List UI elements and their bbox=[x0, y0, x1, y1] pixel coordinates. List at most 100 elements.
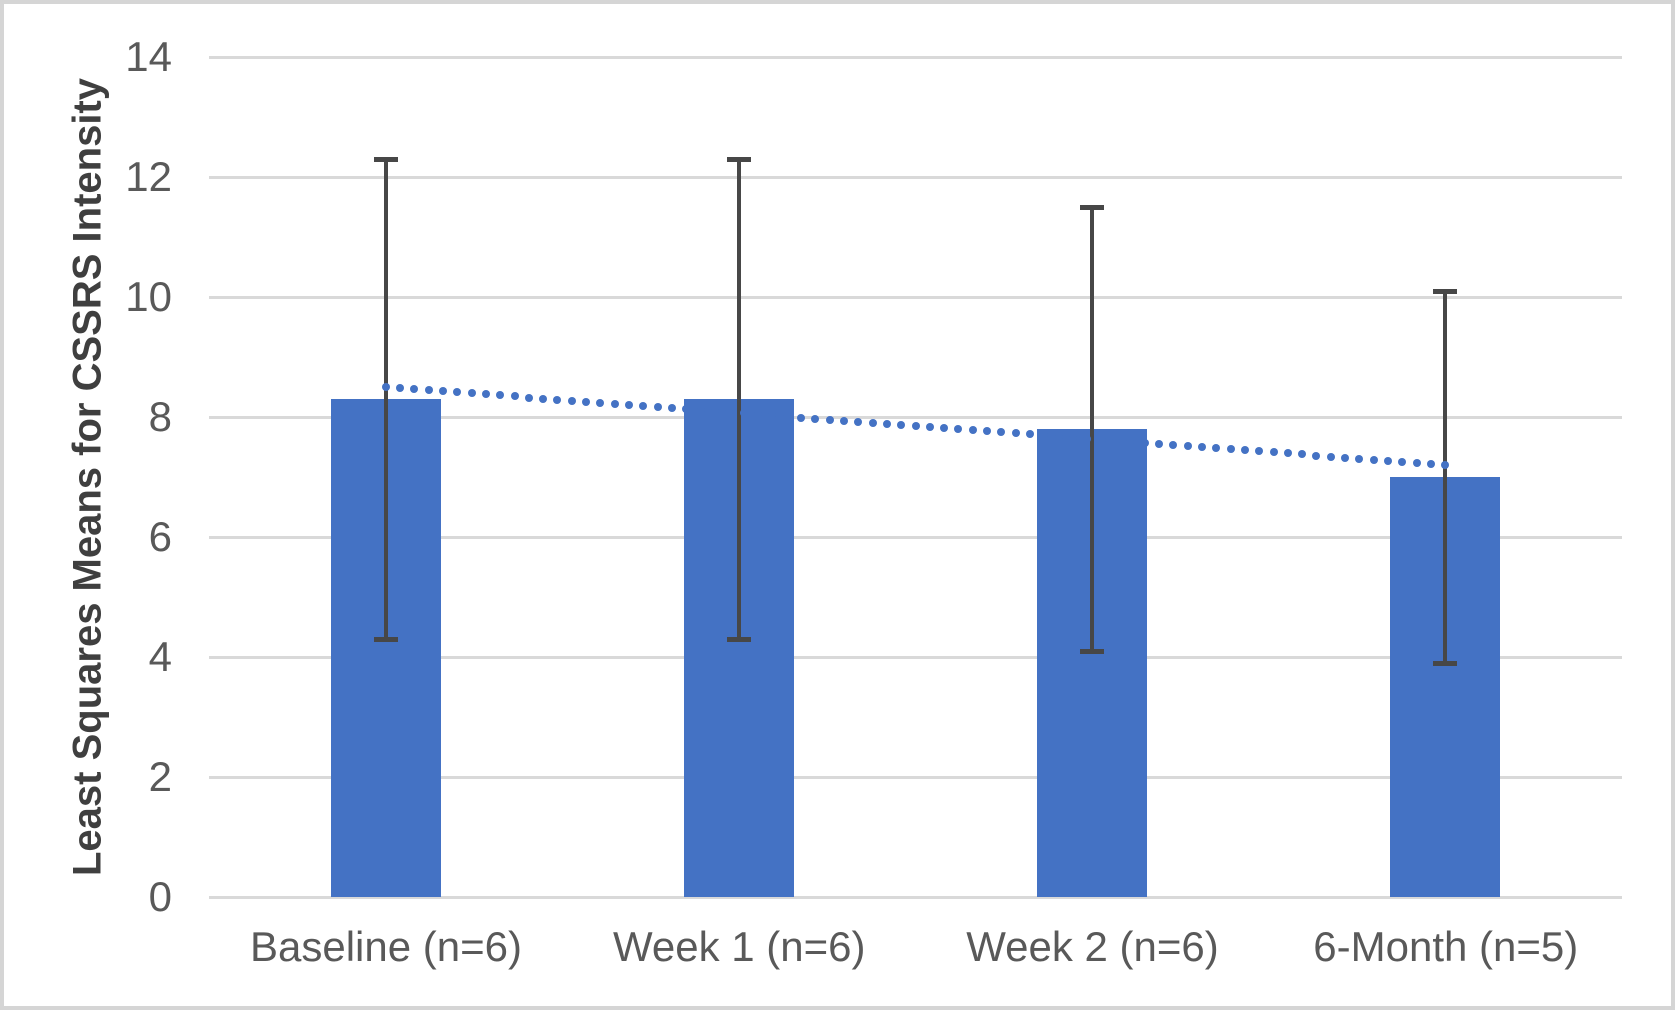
gridline bbox=[209, 415, 1622, 419]
trend-dot bbox=[467, 389, 476, 398]
trend-dot bbox=[682, 405, 691, 414]
trend-dot bbox=[1111, 436, 1120, 445]
error-bar-cap-bottom bbox=[1080, 648, 1105, 654]
trend-dot bbox=[1326, 452, 1335, 461]
error-bar-line bbox=[1443, 291, 1448, 663]
trend-dot bbox=[410, 385, 419, 394]
trend-dot bbox=[381, 383, 390, 391]
trend-dot bbox=[711, 407, 719, 416]
trend-dot bbox=[1097, 435, 1106, 444]
trend-dot bbox=[1169, 440, 1178, 449]
trend-dot bbox=[1312, 451, 1321, 460]
trend-dot bbox=[782, 412, 791, 421]
error-bar-cap-bottom bbox=[726, 636, 751, 642]
y-tick-label: 6 bbox=[148, 513, 172, 560]
trend-dot bbox=[854, 417, 863, 426]
trend-dot bbox=[610, 399, 619, 408]
trend-dot bbox=[925, 423, 934, 432]
trend-dot bbox=[524, 393, 533, 402]
trend-dot bbox=[1226, 445, 1235, 454]
trend-dot bbox=[1441, 461, 1450, 469]
y-tick-label: 8 bbox=[148, 393, 172, 440]
trend-dot bbox=[882, 419, 891, 428]
trend-dot bbox=[897, 420, 906, 429]
y-tick-label: 2 bbox=[148, 753, 172, 800]
trend-dot bbox=[696, 406, 705, 415]
trend-dot bbox=[1369, 455, 1378, 464]
trend-dot bbox=[567, 396, 576, 405]
gridline bbox=[209, 535, 1622, 539]
trend-dot bbox=[940, 424, 949, 433]
trend-dot bbox=[1269, 448, 1278, 457]
y-tick-label: 10 bbox=[125, 273, 172, 320]
trend-dot bbox=[954, 425, 963, 434]
trend-dot bbox=[753, 410, 762, 419]
gridline bbox=[209, 295, 1622, 299]
trend-dot bbox=[811, 414, 820, 423]
trend-dot bbox=[481, 390, 490, 399]
error-bar-cap-top bbox=[1080, 204, 1105, 210]
trend-dot bbox=[768, 411, 777, 420]
trend-dot bbox=[1183, 442, 1192, 451]
trend-dot bbox=[553, 395, 562, 404]
trend-dot bbox=[1355, 454, 1364, 463]
trend-dot bbox=[1069, 433, 1078, 442]
trend-dot bbox=[868, 418, 877, 427]
trend-dot bbox=[1140, 438, 1149, 447]
gridline bbox=[209, 775, 1622, 779]
trend-dot bbox=[582, 397, 591, 406]
trend-dot bbox=[1255, 447, 1264, 456]
trend-dot bbox=[739, 409, 748, 418]
plot-area bbox=[209, 55, 1622, 899]
trend-dot bbox=[1298, 450, 1307, 459]
trend-dot bbox=[911, 422, 920, 430]
trend-dot bbox=[1341, 453, 1350, 462]
trend-dot bbox=[1197, 443, 1206, 452]
x-label-week-2-n-6: Week 2 (n=6) bbox=[966, 923, 1219, 970]
trend-dot bbox=[1283, 449, 1292, 458]
trend-dot bbox=[997, 428, 1006, 437]
trend-dot bbox=[1384, 456, 1393, 465]
trend-dot bbox=[438, 387, 447, 396]
trend-dot bbox=[839, 416, 848, 425]
x-label-week-1-n-6: Week 1 (n=6) bbox=[612, 923, 866, 970]
trend-dot bbox=[653, 403, 662, 412]
trend-dot bbox=[496, 391, 505, 400]
trend-dot bbox=[968, 426, 977, 435]
error-bar-line bbox=[736, 159, 741, 639]
error-bar-cap-bottom bbox=[1433, 660, 1458, 666]
x-label-baseline-n-6: Baseline (n=6) bbox=[250, 923, 522, 970]
trend-dot bbox=[983, 427, 992, 436]
y-tick-label: 14 bbox=[125, 33, 172, 80]
trend-dot bbox=[639, 401, 648, 410]
error-bar-cap-bottom bbox=[373, 636, 398, 642]
trend-dot bbox=[1054, 432, 1063, 441]
gridline bbox=[209, 895, 1622, 899]
trend-dot bbox=[1040, 431, 1049, 440]
gridline bbox=[209, 655, 1622, 659]
trend-dot bbox=[424, 386, 433, 395]
error-bar-cap-top bbox=[373, 156, 398, 162]
trend-dot bbox=[510, 392, 519, 401]
gridline bbox=[209, 55, 1622, 59]
trend-dot bbox=[539, 394, 548, 403]
x-label-6-month-n-5: 6-Month (n=5) bbox=[1313, 923, 1579, 970]
error-bar-cap-top bbox=[1433, 288, 1458, 294]
trend-dot bbox=[1126, 437, 1135, 446]
error-bar-line bbox=[1090, 207, 1095, 651]
trend-dot bbox=[1026, 430, 1035, 439]
trend-dot bbox=[725, 408, 734, 417]
trend-dot bbox=[1240, 446, 1249, 455]
trend-dot bbox=[1083, 434, 1092, 443]
y-tick-label: 4 bbox=[148, 633, 172, 680]
trend-dot bbox=[395, 384, 404, 393]
trend-dot bbox=[1011, 429, 1020, 438]
trend-dot bbox=[1212, 444, 1221, 453]
trend-dot bbox=[796, 413, 805, 422]
error-bar-line bbox=[383, 159, 388, 639]
error-bar-cap-top bbox=[726, 156, 751, 162]
gridline bbox=[209, 175, 1622, 179]
trend-dot bbox=[1154, 439, 1163, 448]
trend-dot bbox=[596, 398, 605, 407]
